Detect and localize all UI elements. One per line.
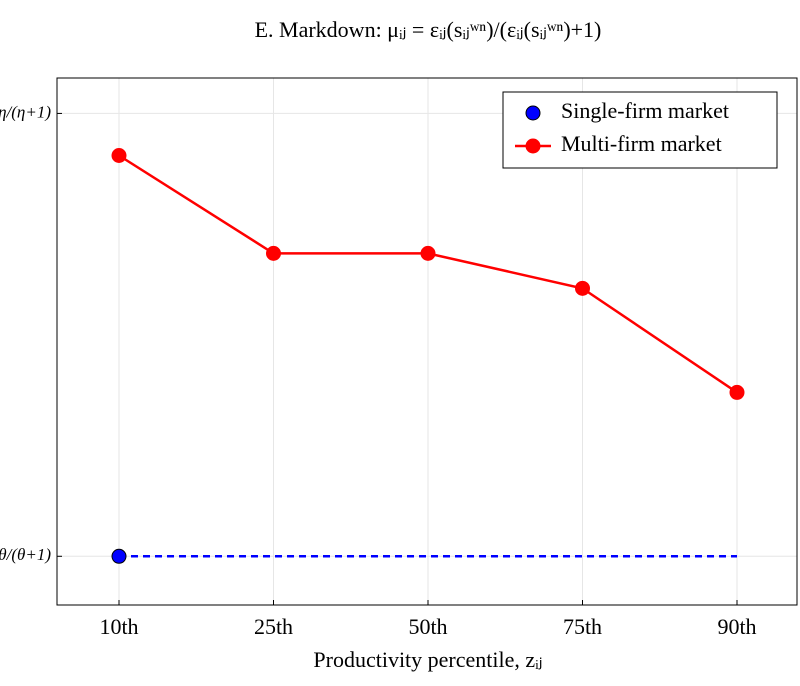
- series-marker: [111, 148, 127, 163]
- x-tick-label: 75th: [563, 614, 602, 639]
- x-axis-label: Productivity percentile, zᵢⱼ: [313, 647, 542, 672]
- x-tick-label: 90th: [717, 614, 756, 639]
- y-tick-label: η/(η+1): [0, 102, 51, 121]
- y-tick-label: θ/(θ+1): [0, 545, 51, 564]
- series-marker: [729, 384, 745, 400]
- series-marker: [111, 548, 127, 564]
- series-marker: [420, 245, 436, 261]
- legend-box: [502, 91, 778, 169]
- legend-label: Single-firm market: [561, 98, 729, 123]
- plot-frame: [56, 77, 798, 606]
- series-marker: [266, 245, 281, 261]
- series-marker: [575, 280, 590, 296]
- x-tick-label: 25th: [254, 614, 293, 639]
- x-tick-label: 10th: [99, 614, 138, 639]
- legend-marker: [525, 138, 541, 154]
- x-tick-label: 50th: [408, 614, 447, 639]
- legend-label: Multi-firm market: [561, 131, 722, 156]
- legend-marker: [525, 105, 541, 121]
- chart-title: E. Markdown: μᵢⱼ = εᵢⱼ(sᵢⱼʷⁿ)/(εᵢⱼ(sᵢⱼʷⁿ…: [255, 17, 602, 42]
